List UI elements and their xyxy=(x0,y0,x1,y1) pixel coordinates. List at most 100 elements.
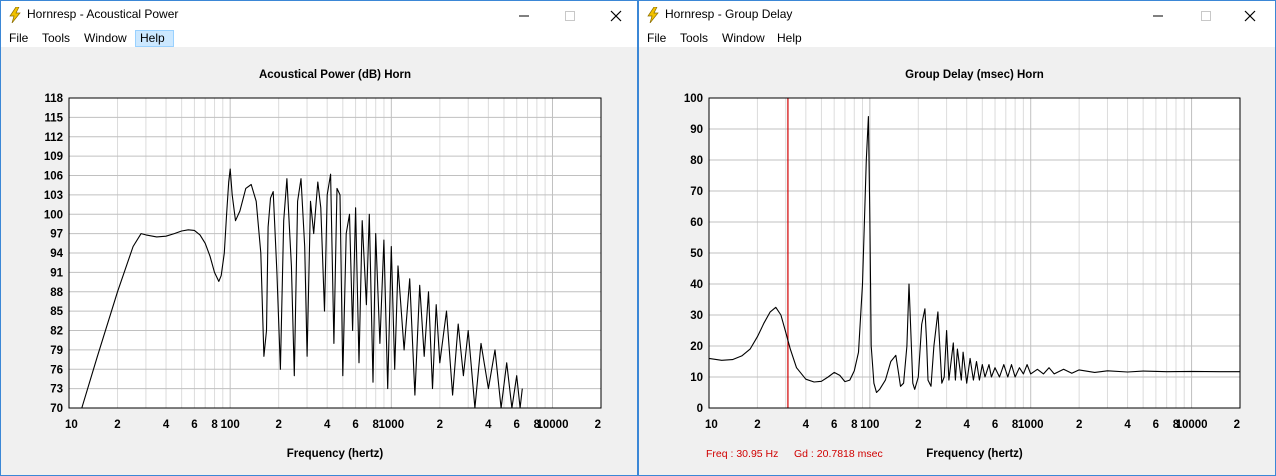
y-tick-label: 103 xyxy=(44,190,63,202)
menu-help[interactable]: Help xyxy=(135,30,174,47)
x-tick-label: 10 xyxy=(705,419,718,431)
menu-window[interactable]: Window xyxy=(722,31,765,45)
close-icon xyxy=(610,10,622,21)
chart-area: Group Delay (msec) Horn 100 90 80 70 60 50 40 30… xyxy=(639,47,1275,475)
x-tick-label: 6 xyxy=(992,419,998,431)
y-tick-label: 88 xyxy=(50,287,63,299)
y-tick-label: 100 xyxy=(44,209,63,221)
y-tick-label: 20 xyxy=(690,341,703,353)
x-tick-label: 4 xyxy=(1124,419,1131,431)
x-tick-label: 6 xyxy=(1153,419,1159,431)
x-tick-label: 6 xyxy=(352,419,358,431)
minimize-icon xyxy=(1153,15,1163,16)
y-tick-label: 82 xyxy=(50,326,63,338)
lightning-app-icon xyxy=(647,7,659,23)
close-icon xyxy=(1244,10,1256,21)
x-tick-label: 2 xyxy=(595,419,601,431)
x-tick-label: 10 xyxy=(65,419,78,431)
x-tick-label: 10000 xyxy=(536,419,568,431)
y-tick-label: 91 xyxy=(50,267,63,279)
y-tick-label: 94 xyxy=(50,248,63,260)
minimize-button[interactable] xyxy=(1135,1,1181,30)
y-tick-label: 73 xyxy=(50,384,63,396)
acoustical-power-window: Hornresp - Acoustical Power File Tools W… xyxy=(0,0,638,476)
y-tick-label: 85 xyxy=(50,306,63,318)
y-tick-label: 0 xyxy=(697,403,703,415)
x-tick-label: 4 xyxy=(803,419,810,431)
y-tick-label: 100 xyxy=(684,93,703,105)
x-tick-label: 8 xyxy=(534,419,541,431)
menu-file[interactable]: File xyxy=(9,31,29,45)
window-title: Hornresp - Group Delay xyxy=(665,7,793,21)
x-tick-label: 2 xyxy=(275,419,281,431)
y-tick-label: 118 xyxy=(44,93,63,105)
menu-tools[interactable]: Tools xyxy=(42,31,71,45)
x-tick-label: 2 xyxy=(1234,419,1240,431)
maximize-button[interactable] xyxy=(1183,1,1229,30)
x-tick-label: 2 xyxy=(114,419,120,431)
cursor-gd-readout: Gd : 20.7818 msec xyxy=(794,448,883,460)
y-tick-label: 115 xyxy=(44,112,63,124)
menu-help[interactable]: Help xyxy=(777,31,802,45)
x-tick-label: 8 xyxy=(211,419,218,431)
chart-title: Acoustical Power (dB) Horn xyxy=(259,69,411,81)
menu-file[interactable]: File xyxy=(647,31,667,45)
title-bar[interactable]: Hornresp - Group Delay xyxy=(639,1,1275,30)
cursor-freq-readout: Freq : 30.95 Hz xyxy=(706,448,779,460)
acoustical-power-chart: Acoustical Power (dB) Horn 118 115 112 109 10… xyxy=(44,69,602,460)
y-tick-label: 10 xyxy=(690,372,703,384)
x-tick-label: 100 xyxy=(221,419,240,431)
minimize-button[interactable] xyxy=(501,1,547,30)
y-tick-label: 60 xyxy=(690,217,703,229)
minimize-icon xyxy=(519,15,529,16)
menu-bar: File Tools Window Help xyxy=(1,30,637,47)
x-tick-label: 2 xyxy=(1076,419,1082,431)
y-tick-label: 80 xyxy=(690,155,703,167)
x-tick-label: 10000 xyxy=(1176,419,1208,431)
x-tick-label: 8 xyxy=(1012,419,1019,431)
data-series-line xyxy=(708,116,1240,394)
x-tick-label: 1000 xyxy=(379,419,405,431)
title-bar[interactable]: Hornresp - Acoustical Power xyxy=(1,1,637,30)
plot-frame xyxy=(68,97,602,409)
x-tick-label: 6 xyxy=(514,419,520,431)
chart-area: Acoustical Power (dB) Horn 118 115 112 109 10… xyxy=(1,47,637,475)
y-tick-label: 109 xyxy=(44,151,63,163)
x-tick-label: 2 xyxy=(437,419,443,431)
menu-tools[interactable]: Tools xyxy=(680,31,709,45)
x-axis-label: Frequency (hertz) xyxy=(287,448,384,460)
group-delay-window: Hornresp - Group Delay File Tools Window… xyxy=(638,0,1276,476)
x-tick-label: 2 xyxy=(754,419,760,431)
y-tick-label: 76 xyxy=(50,364,63,376)
x-tick-label: 2 xyxy=(915,419,921,431)
y-tick-label: 40 xyxy=(690,279,703,291)
maximize-button[interactable] xyxy=(547,1,593,30)
y-tick-label: 79 xyxy=(50,345,63,357)
x-tick-label: 8 xyxy=(373,419,380,431)
chart-title: Group Delay (msec) Horn xyxy=(905,69,1044,81)
y-tick-label: 106 xyxy=(44,171,63,183)
x-tick-label: 4 xyxy=(485,419,492,431)
x-tick-label: 8 xyxy=(1173,419,1180,431)
close-button[interactable] xyxy=(593,1,637,30)
x-tick-label: 8 xyxy=(851,419,858,431)
y-tick-label: 50 xyxy=(690,248,703,260)
x-tick-label: 1000 xyxy=(1018,419,1044,431)
x-tick-label: 6 xyxy=(191,419,197,431)
x-tick-label: 4 xyxy=(324,419,331,431)
y-tick-label: 112 xyxy=(44,132,63,144)
maximize-icon xyxy=(1201,10,1211,21)
y-tick-label: 70 xyxy=(50,403,63,415)
plot-frame xyxy=(708,97,1241,409)
group-delay-chart: Group Delay (msec) Horn10090807060504030… xyxy=(684,69,1241,460)
menu-window[interactable]: Window xyxy=(84,31,127,45)
menu-bar: File Tools Window Help xyxy=(639,30,1275,47)
x-tick-label: 6 xyxy=(831,419,837,431)
maximize-icon xyxy=(565,10,575,21)
x-tick-label: 4 xyxy=(163,419,170,431)
y-tick-label: 97 xyxy=(50,229,63,241)
y-tick-label: 70 xyxy=(690,186,703,198)
x-tick-label: 4 xyxy=(964,419,971,431)
y-tick-label: 30 xyxy=(690,310,703,322)
close-button[interactable] xyxy=(1227,1,1273,30)
